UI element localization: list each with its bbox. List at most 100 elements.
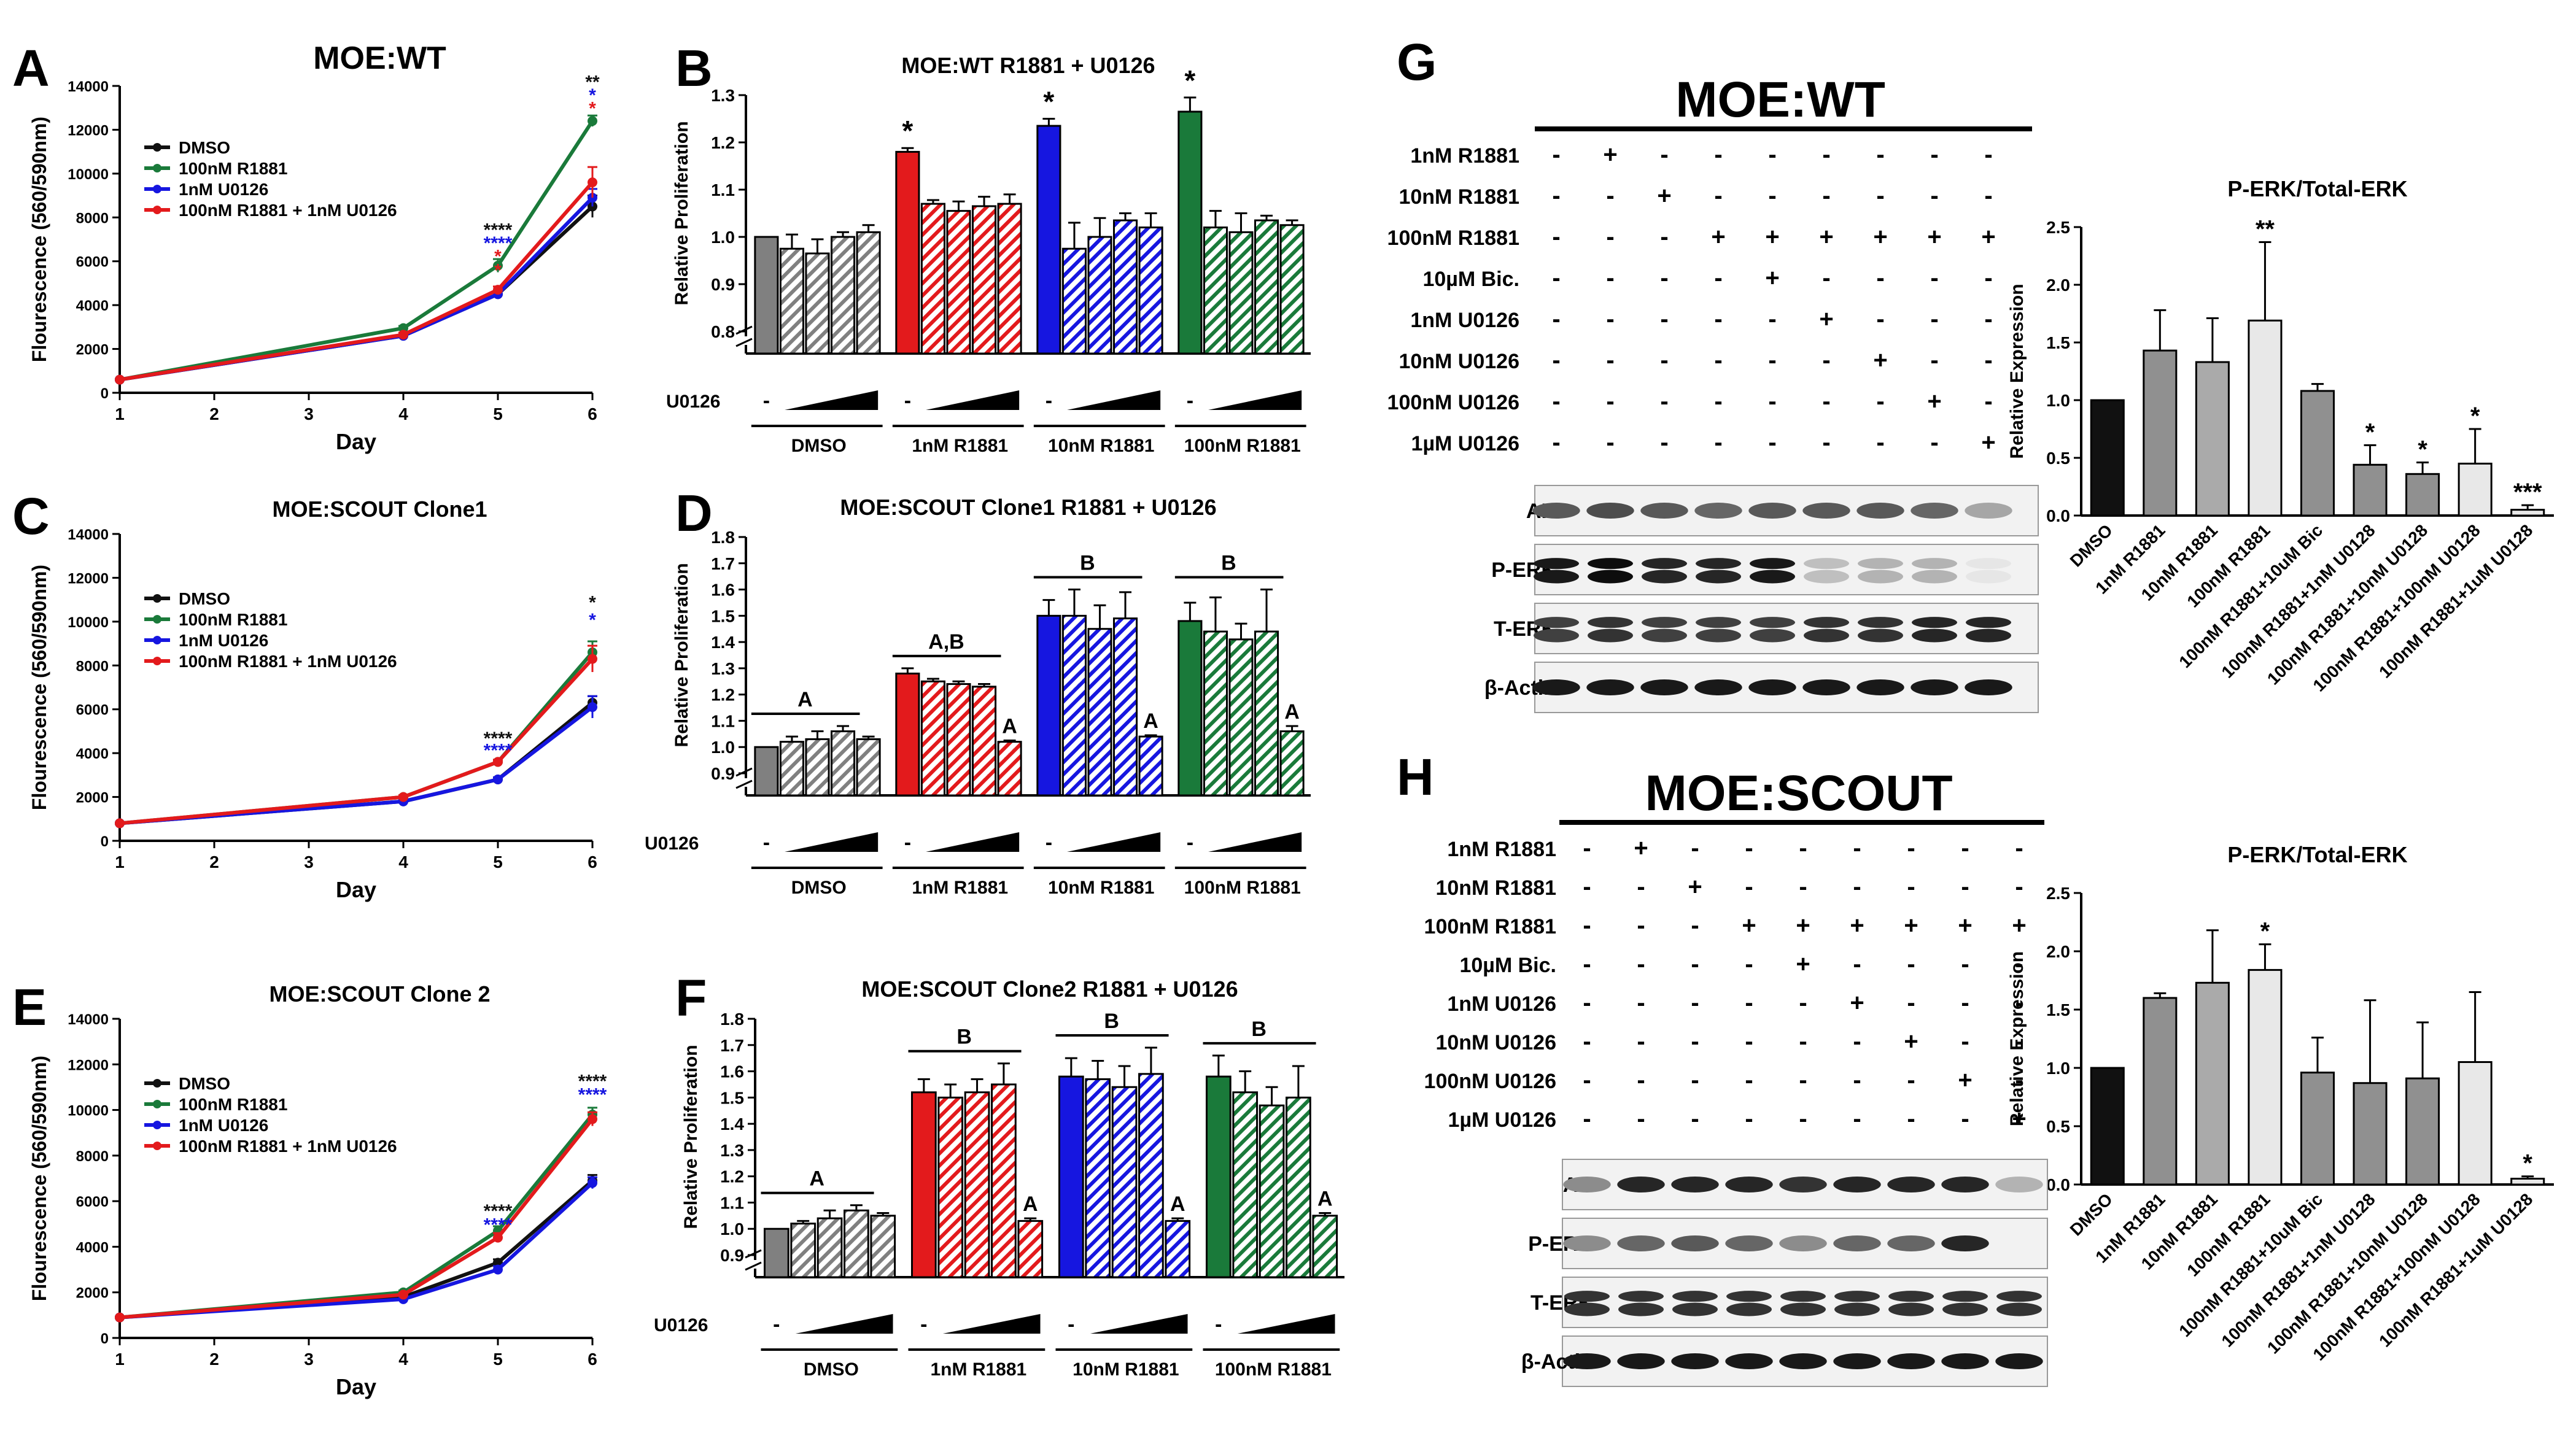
data-point xyxy=(493,1264,503,1275)
treatment-mark: - xyxy=(1691,835,1699,862)
treatment-mark: - xyxy=(1907,835,1915,862)
dose-ramp-triangle xyxy=(785,832,879,852)
bar xyxy=(1036,125,1061,355)
data-point xyxy=(398,792,408,802)
bar xyxy=(1203,630,1228,797)
bar xyxy=(763,1227,789,1278)
y-axis-label: Flourescence (560/590nm) xyxy=(28,565,50,810)
bar xyxy=(1165,1219,1191,1278)
bar xyxy=(946,683,971,797)
significance-marker: * xyxy=(589,592,596,613)
blot-band xyxy=(1617,1177,1665,1192)
x-axis-label: Day xyxy=(336,1374,376,1399)
treatment-mark: - xyxy=(1552,223,1560,250)
group-name: DMSO xyxy=(791,436,847,456)
y-tick-label: 1.5 xyxy=(2046,1000,2070,1019)
blot-band xyxy=(1804,628,1849,643)
y-axis-label: Relative Expression xyxy=(2007,284,2027,458)
bar xyxy=(2248,319,2283,517)
treatment-mark: - xyxy=(1583,835,1591,862)
treatment-mark: - xyxy=(1961,1105,1969,1132)
dose-ramp-triangle xyxy=(1090,1314,1188,1334)
x-tick-label: 2 xyxy=(209,1350,219,1369)
significance-label: * xyxy=(2523,1150,2532,1177)
blot-band xyxy=(1588,628,1633,643)
treatment-mark: - xyxy=(1876,388,1884,415)
treatment-mark: - xyxy=(2015,1067,2023,1094)
legend-entry: DMSO xyxy=(179,138,230,157)
chart-title: P-ERK/Total-ERK xyxy=(2227,176,2407,201)
treatment-mark: - xyxy=(2015,951,2023,978)
blot-band xyxy=(1694,503,1742,519)
treatment-mark: + xyxy=(1796,951,1810,978)
blot-band xyxy=(1586,679,1634,695)
blot-band xyxy=(1672,1291,1718,1302)
treatment-mark: - xyxy=(1984,265,1992,292)
x-tick-label: 4 xyxy=(398,1350,408,1369)
chart-title: MOE:WT xyxy=(313,41,446,76)
y-tick-label: 0 xyxy=(101,385,109,402)
stat-group-label: B xyxy=(1251,1018,1267,1041)
y-tick-label: 1.2 xyxy=(711,686,735,705)
blot-band xyxy=(1833,1353,1881,1369)
y-tick-label: 8000 xyxy=(76,658,109,674)
significance-label: * xyxy=(1184,64,1195,96)
treatment-mark: - xyxy=(1876,429,1884,456)
stat-group-label: B xyxy=(1104,1010,1119,1033)
x-axis-label: Day xyxy=(336,877,376,902)
dose-minus: - xyxy=(1215,1313,1222,1336)
dose-ramp-triangle xyxy=(785,390,879,410)
treatment-mark: + xyxy=(1981,429,1995,456)
bar xyxy=(1087,628,1112,797)
bar xyxy=(856,231,881,355)
y-tick-label: 2.0 xyxy=(2046,276,2070,295)
bar xyxy=(937,1096,964,1278)
treatment-mark: - xyxy=(1853,1105,1861,1132)
blot-band xyxy=(1748,503,1796,519)
treatment-label: 10nM R1881 xyxy=(1435,876,1556,900)
panel-letter: G xyxy=(1397,33,1437,91)
treatment-mark: - xyxy=(1907,951,1915,978)
panel-letter: C xyxy=(12,487,50,545)
chart-title: MOE:WT R1881 + U0126 xyxy=(901,53,1155,78)
bar xyxy=(2353,463,2388,517)
treatment-label: 100nM U0126 xyxy=(1387,391,1519,414)
treatment-mark: - xyxy=(1768,388,1776,415)
group-name: 10nM R1881 xyxy=(1048,436,1154,456)
treatment-mark: - xyxy=(1691,1105,1699,1132)
treatment-label: 1nM R1881 xyxy=(1447,838,1556,861)
blot-band xyxy=(1941,1177,1989,1192)
group-name: 100nM R1881 xyxy=(1184,436,1301,456)
y-axis-label: Flourescence (560/590nm) xyxy=(28,1056,50,1301)
blot-band xyxy=(1532,679,1580,695)
treatment-mark: + xyxy=(1958,1067,1972,1094)
panel-letter: E xyxy=(12,978,47,1036)
bar xyxy=(2300,390,2335,517)
treatment-mark: - xyxy=(1552,429,1560,456)
y-tick-label: 1.5 xyxy=(2046,333,2070,352)
dose-minus: - xyxy=(773,1313,780,1336)
axis-break-mark xyxy=(745,1249,762,1259)
y-tick-label: 8000 xyxy=(76,210,109,226)
treatment-mark: - xyxy=(1799,989,1807,1016)
blot-band xyxy=(1640,503,1688,519)
y-tick-label: 8000 xyxy=(76,1148,109,1165)
x-axis-label: Day xyxy=(336,429,376,454)
blot-band xyxy=(1996,1302,2042,1316)
axis-break-mark xyxy=(735,767,753,777)
treatment-label: 1nM R1881 xyxy=(1410,144,1519,168)
bar xyxy=(1205,1075,1232,1278)
blot-band xyxy=(1726,1291,1772,1302)
treatment-mark: - xyxy=(1660,141,1668,168)
bar xyxy=(1312,1215,1338,1278)
y-tick-label: 1.6 xyxy=(711,581,735,600)
treatment-mark: - xyxy=(1876,182,1884,209)
blot-band xyxy=(1586,503,1634,519)
treatment-mark: - xyxy=(1691,912,1699,939)
treatment-mark: - xyxy=(1907,1067,1915,1094)
treatment-mark: - xyxy=(1930,265,1938,292)
bar xyxy=(1254,630,1279,797)
blot-band xyxy=(1995,1177,2043,1192)
bar xyxy=(2300,1072,2335,1186)
treatment-mark: - xyxy=(1822,265,1830,292)
